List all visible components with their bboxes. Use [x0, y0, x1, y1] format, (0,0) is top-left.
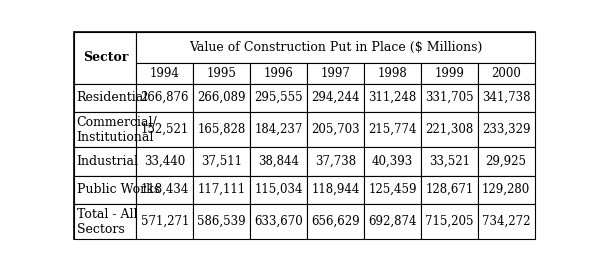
Bar	[193, 204, 250, 239]
Text: 129,280: 129,280	[482, 183, 530, 196]
Text: 715,205: 715,205	[425, 215, 473, 228]
Text: 118,434: 118,434	[141, 183, 189, 196]
Text: Value of Construction Put in Place ($ Millions): Value of Construction Put in Place ($ Mi…	[189, 41, 482, 54]
Text: 1998: 1998	[378, 67, 407, 80]
Text: 37,511: 37,511	[201, 155, 242, 168]
Bar	[478, 84, 535, 112]
Bar	[364, 204, 421, 239]
Bar	[137, 147, 193, 176]
Bar	[478, 112, 535, 147]
Text: 37,738: 37,738	[315, 155, 356, 168]
Bar	[250, 63, 307, 84]
Text: Commercial/
Institutional: Commercial/ Institutional	[77, 116, 157, 144]
Text: 311,248: 311,248	[368, 91, 416, 104]
Text: 152,521: 152,521	[141, 123, 189, 136]
Text: 128,671: 128,671	[425, 183, 473, 196]
Text: 341,738: 341,738	[482, 91, 530, 104]
Text: Public Works: Public Works	[77, 183, 160, 196]
Text: 331,705: 331,705	[425, 91, 473, 104]
Bar	[74, 32, 137, 84]
Bar	[193, 84, 250, 112]
Bar	[193, 112, 250, 147]
Text: 1995: 1995	[207, 67, 236, 80]
Bar	[364, 63, 421, 84]
Bar	[421, 204, 478, 239]
Text: 38,844: 38,844	[258, 155, 299, 168]
Text: 633,670: 633,670	[254, 215, 303, 228]
Text: 586,539: 586,539	[197, 215, 246, 228]
Bar	[364, 84, 421, 112]
Bar	[193, 176, 250, 204]
Bar	[478, 204, 535, 239]
Text: Residential: Residential	[77, 91, 148, 104]
Bar	[74, 84, 137, 112]
Bar	[74, 204, 137, 239]
Bar	[74, 176, 137, 204]
Text: 2000: 2000	[491, 67, 521, 80]
Bar	[364, 176, 421, 204]
Text: 33,440: 33,440	[144, 155, 185, 168]
Text: 294,244: 294,244	[311, 91, 360, 104]
Text: 221,308: 221,308	[425, 123, 473, 136]
Text: 29,925: 29,925	[486, 155, 527, 168]
Text: 1999: 1999	[434, 67, 464, 80]
Text: 734,272: 734,272	[482, 215, 530, 228]
Text: 118,944: 118,944	[311, 183, 360, 196]
Bar	[250, 204, 307, 239]
Bar	[137, 112, 193, 147]
Bar	[421, 63, 478, 84]
Text: 692,874: 692,874	[368, 215, 416, 228]
Bar	[307, 84, 364, 112]
Bar	[307, 176, 364, 204]
Bar	[137, 204, 193, 239]
Text: 1996: 1996	[264, 67, 293, 80]
Text: 656,629: 656,629	[311, 215, 360, 228]
Bar	[193, 63, 250, 84]
Text: 205,703: 205,703	[311, 123, 360, 136]
Bar	[421, 112, 478, 147]
Text: 115,034: 115,034	[254, 183, 303, 196]
Bar	[137, 63, 193, 84]
Text: 117,111: 117,111	[198, 183, 246, 196]
Text: 266,876: 266,876	[141, 91, 189, 104]
Bar	[250, 176, 307, 204]
Bar	[478, 147, 535, 176]
Text: 184,237: 184,237	[254, 123, 303, 136]
Bar	[137, 176, 193, 204]
Bar	[74, 112, 137, 147]
Text: 233,329: 233,329	[482, 123, 530, 136]
Bar	[137, 32, 535, 63]
Text: 295,555: 295,555	[254, 91, 303, 104]
Bar	[250, 147, 307, 176]
Bar	[307, 112, 364, 147]
Bar	[421, 176, 478, 204]
Text: 40,393: 40,393	[372, 155, 413, 168]
Text: 215,774: 215,774	[368, 123, 416, 136]
Text: 33,521: 33,521	[429, 155, 470, 168]
Bar	[421, 147, 478, 176]
Text: 571,271: 571,271	[141, 215, 189, 228]
Bar	[478, 63, 535, 84]
Text: 1994: 1994	[150, 67, 180, 80]
Text: 165,828: 165,828	[198, 123, 246, 136]
Bar	[478, 176, 535, 204]
Text: 125,459: 125,459	[368, 183, 416, 196]
Text: Total - All
Sectors: Total - All Sectors	[77, 208, 137, 236]
Bar	[137, 84, 193, 112]
Bar	[74, 147, 137, 176]
Text: Industrial: Industrial	[77, 155, 138, 168]
Bar	[421, 84, 478, 112]
Bar	[193, 147, 250, 176]
Bar	[250, 84, 307, 112]
Bar	[364, 112, 421, 147]
Text: 266,089: 266,089	[197, 91, 246, 104]
Bar	[307, 147, 364, 176]
Bar	[364, 147, 421, 176]
Text: Sector: Sector	[83, 51, 128, 65]
Bar	[307, 63, 364, 84]
Bar	[250, 112, 307, 147]
Text: 1997: 1997	[321, 67, 350, 80]
Bar	[307, 204, 364, 239]
